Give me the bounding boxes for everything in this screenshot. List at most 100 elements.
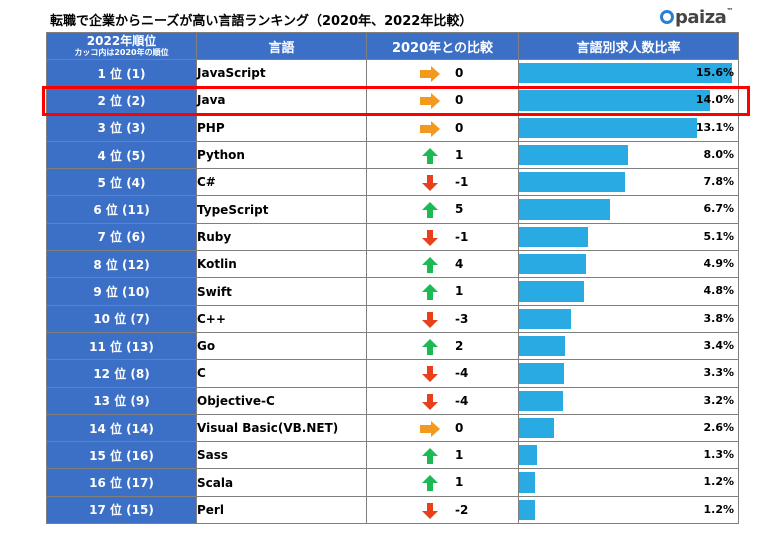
rank-label: 15 位 (16) xyxy=(46,441,197,470)
ratio-bar xyxy=(519,117,698,138)
table-row: 14 位 (14) Visual Basic(VB.NET) 0 2.6% xyxy=(46,413,739,443)
ratio-cell: 5.1% xyxy=(518,222,739,252)
logo-trademark: ™ xyxy=(726,7,733,15)
ratio-bar xyxy=(519,281,585,302)
paiza-logo: paiza™ xyxy=(660,7,733,28)
ratio-cell: 4.8% xyxy=(518,277,739,306)
ratio-cell: 1.2% xyxy=(518,495,739,525)
change-value: -2 xyxy=(455,502,469,517)
ratio-bar xyxy=(519,363,564,384)
change-value: 0 xyxy=(455,420,464,435)
header-row: 2022年順位 カッコ内は2020年の順位 言語 2020年との比較 言語別求人… xyxy=(46,32,739,60)
ratio-cell: 3.3% xyxy=(518,359,739,388)
table-row: 9 位 (10) Swift 1 4.8% xyxy=(46,277,739,306)
header-rank: 2022年順位 カッコ内は2020年の順位 xyxy=(46,32,197,60)
ratio-bar xyxy=(519,499,536,521)
language-name: Visual Basic(VB.NET) xyxy=(196,413,367,443)
rank-label: 9 位 (10) xyxy=(46,277,197,306)
right-arrow-icon xyxy=(420,120,440,137)
header-rank-sub: カッコ内は2020年の順位 xyxy=(74,48,169,57)
ratio-label: 7.8% xyxy=(703,175,734,189)
rank-label: 3 位 (3) xyxy=(46,113,197,142)
change-value: -3 xyxy=(455,311,469,326)
ratio-label: 3.2% xyxy=(703,393,734,407)
right-arrow-icon xyxy=(420,420,440,437)
down-arrow-icon xyxy=(422,366,438,383)
ratio-cell: 1.2% xyxy=(518,468,739,497)
ratio-label: 3.3% xyxy=(703,366,734,380)
up-arrow-icon xyxy=(422,284,438,301)
comparison-cell: -4 xyxy=(366,359,519,388)
comparison-cell: 1 xyxy=(366,468,519,497)
up-arrow-icon xyxy=(422,202,438,219)
language-name: Scala xyxy=(196,468,367,497)
language-name: Swift xyxy=(196,277,367,306)
header-comparison: 2020年との比較 xyxy=(366,32,519,60)
language-name: C++ xyxy=(196,304,367,333)
language-name: Ruby xyxy=(196,222,367,252)
comparison-cell: 5 xyxy=(366,195,519,224)
ratio-label: 1.3% xyxy=(703,448,734,462)
language-name: Sass xyxy=(196,441,367,470)
rank-label: 2 位 (2) xyxy=(46,86,197,115)
table-row: 4 位 (5) Python 1 8.0% xyxy=(46,140,739,170)
comparison-cell: 0 xyxy=(366,58,519,88)
ratio-label: 13.1% xyxy=(695,120,734,134)
table-row: 3 位 (3) PHP 0 13.1% xyxy=(46,113,739,142)
comparison-cell: -1 xyxy=(366,222,519,252)
up-arrow-icon xyxy=(422,147,438,164)
rank-label: 13 位 (9) xyxy=(46,386,197,415)
language-name: Go xyxy=(196,331,367,361)
change-value: 4 xyxy=(455,257,464,272)
down-arrow-icon xyxy=(422,311,438,328)
comparison-cell: -1 xyxy=(366,168,519,197)
language-name: C xyxy=(196,359,367,388)
ratio-cell: 4.9% xyxy=(518,250,739,279)
comparison-cell: 2 xyxy=(366,331,519,361)
ratio-cell: 3.4% xyxy=(518,331,739,361)
ratio-cell: 3.8% xyxy=(518,304,739,333)
ratio-label: 6.7% xyxy=(703,202,734,216)
comparison-cell: 4 xyxy=(366,250,519,279)
ratio-bar xyxy=(519,63,732,84)
language-name: Java xyxy=(196,86,367,115)
rank-label: 10 位 (7) xyxy=(46,304,197,333)
change-value: 1 xyxy=(455,448,464,463)
language-name: JavaScript xyxy=(196,58,367,88)
table-row: 13 位 (9) Objective-C -4 3.2% xyxy=(46,386,739,415)
change-value: 0 xyxy=(455,93,464,108)
ratio-label: 2.6% xyxy=(703,420,734,434)
comparison-cell: 1 xyxy=(366,277,519,306)
table-row: 8 位 (12) Kotlin 4 4.9% xyxy=(46,250,739,279)
rank-label: 8 位 (12) xyxy=(46,250,197,279)
rank-label: 14 位 (14) xyxy=(46,413,197,443)
rank-label: 17 位 (15) xyxy=(46,495,197,525)
change-value: 2 xyxy=(455,338,464,353)
change-value: 1 xyxy=(455,284,464,299)
up-arrow-icon xyxy=(422,448,438,465)
change-value: 5 xyxy=(455,202,464,217)
ratio-bar xyxy=(519,254,586,275)
ratio-label: 3.8% xyxy=(703,311,734,325)
rank-label: 1 位 (1) xyxy=(46,58,197,88)
comparison-cell: -4 xyxy=(366,386,519,415)
language-name: Kotlin xyxy=(196,250,367,279)
comparison-cell: 0 xyxy=(366,113,519,142)
rank-label: 6 位 (11) xyxy=(46,195,197,224)
rank-label: 12 位 (8) xyxy=(46,359,197,388)
up-arrow-icon xyxy=(422,475,438,492)
ratio-bar xyxy=(519,226,589,248)
ratio-bar xyxy=(519,199,611,220)
ratio-bar xyxy=(519,308,571,329)
comparison-cell: -2 xyxy=(366,495,519,525)
table-row: 16 位 (17) Scala 1 1.2% xyxy=(46,468,739,497)
ratio-label: 14.0% xyxy=(695,93,734,107)
table-row: 2 位 (2) Java 0 14.0% xyxy=(46,86,739,115)
table-row: 6 位 (11) TypeScript 5 6.7% xyxy=(46,195,739,224)
rank-label: 11 位 (13) xyxy=(46,331,197,361)
header-language: 言語 xyxy=(196,32,367,60)
comparison-cell: -3 xyxy=(366,304,519,333)
table-row: 10 位 (7) C++ -3 3.8% xyxy=(46,304,739,333)
table-row: 11 位 (13) Go 2 3.4% xyxy=(46,331,739,361)
language-name: Objective-C xyxy=(196,386,367,415)
